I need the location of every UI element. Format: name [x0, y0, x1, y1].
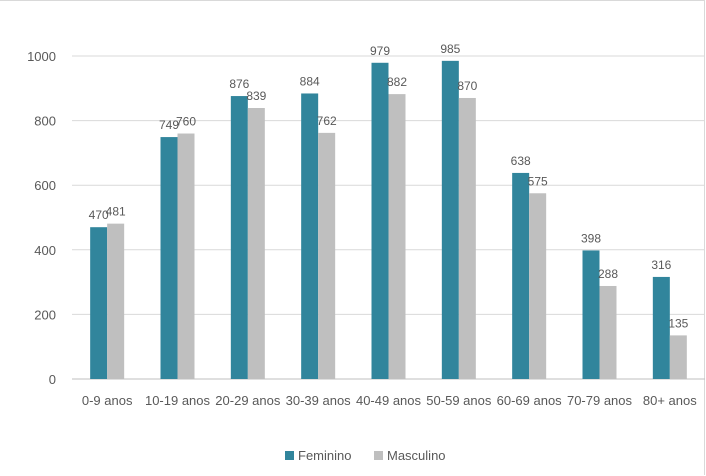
bar-masculino-1	[177, 133, 195, 379]
bar-masculino-0	[107, 223, 125, 379]
bar-feminino-4	[371, 62, 389, 380]
x-tick-label: 60-69 anos	[497, 393, 563, 408]
data-label: 316	[651, 258, 671, 272]
data-label: 762	[317, 114, 337, 128]
x-tick-label: 70-79 anos	[567, 393, 633, 408]
x-tick-label: 30-39 anos	[286, 393, 352, 408]
data-label: 398	[581, 231, 601, 245]
bar-feminino-7	[582, 250, 600, 379]
x-tick-label: 50-59 anos	[426, 393, 492, 408]
data-label: 760	[176, 115, 196, 129]
data-label: 470	[89, 208, 109, 222]
y-axis-ticks: 0 200 400 600 800 1000	[27, 49, 56, 387]
bar-masculino-7	[599, 285, 617, 379]
bar-masculino-8	[669, 335, 687, 379]
x-tick-label: 10-19 anos	[145, 393, 211, 408]
x-tick-label: 20-29 anos	[215, 393, 281, 408]
legend-item-masculino: Masculino	[374, 448, 446, 463]
data-label: 575	[528, 174, 548, 188]
y-tick-label: 800	[34, 114, 56, 129]
legend-label: Masculino	[387, 448, 446, 463]
legend-swatch	[285, 451, 294, 460]
data-label: 135	[668, 316, 688, 330]
bar-masculino-2	[247, 108, 265, 380]
data-label: 870	[457, 79, 477, 93]
x-axis-ticks: 0-9 anos 10-19 anos 20-29 anos 30-39 anos 40…	[82, 393, 697, 408]
data-label: 481	[106, 205, 126, 219]
bar-feminino-5	[441, 60, 459, 379]
bars	[90, 60, 687, 380]
x-tick-label: 0-9 anos	[82, 393, 133, 408]
y-tick-label: 200	[34, 307, 56, 322]
data-label: 839	[246, 89, 266, 103]
data-label: 288	[598, 267, 618, 281]
bar-masculino-6	[529, 193, 547, 379]
bar-feminino-8	[652, 276, 670, 379]
bar-feminino-1	[160, 137, 178, 379]
y-tick-label: 1000	[27, 49, 56, 64]
data-label: 876	[229, 77, 249, 91]
y-tick-label: 400	[34, 243, 56, 258]
data-label: 749	[159, 118, 179, 132]
data-label: 882	[387, 75, 407, 89]
bar-feminino-2	[230, 96, 248, 379]
bar-masculino-3	[318, 132, 336, 379]
bar-feminino-6	[512, 172, 530, 379]
y-tick-label: 0	[49, 372, 56, 387]
legend-label: Feminino	[298, 448, 351, 463]
data-label: 979	[370, 44, 390, 58]
y-tick-label: 600	[34, 178, 56, 193]
bar-feminino-3	[301, 93, 319, 379]
data-label: 985	[440, 42, 460, 56]
bar-masculino-5	[458, 97, 476, 380]
x-tick-label: 80+ anos	[643, 393, 697, 408]
legend-item-feminino: Feminino	[285, 448, 351, 463]
legend: Feminino Masculino	[285, 448, 446, 463]
data-label: 884	[300, 74, 320, 88]
bar-masculino-4	[388, 94, 406, 379]
x-tick-label: 40-49 anos	[356, 393, 422, 408]
data-label: 638	[511, 154, 531, 168]
bar-feminino-0	[90, 227, 108, 379]
legend-swatch	[374, 451, 383, 460]
